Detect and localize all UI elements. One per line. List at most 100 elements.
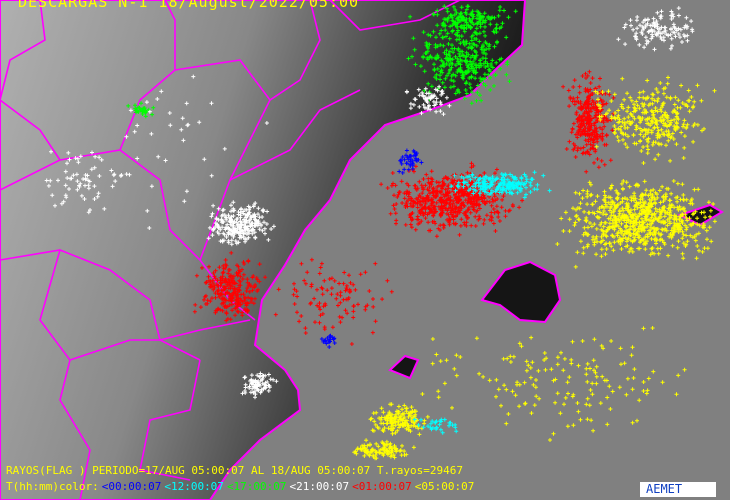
- strike-mark: [619, 221, 624, 226]
- strike-mark: [413, 97, 418, 102]
- strike-mark: [682, 134, 687, 139]
- mallorca: [480, 260, 562, 324]
- strike-mark: [575, 401, 580, 405]
- strike-mark: [484, 213, 489, 218]
- strike-mark: [477, 216, 482, 221]
- strike-mark: [463, 185, 468, 190]
- strike-mark: [599, 247, 604, 252]
- strike-mark: [555, 391, 560, 396]
- strike-mark: [455, 70, 460, 74]
- strike-mark: [508, 182, 513, 187]
- strike-mark: [432, 207, 437, 211]
- strike-mark: [642, 179, 647, 184]
- strike-mark: [246, 258, 251, 263]
- strike-mark: [462, 42, 467, 47]
- strike-mark: [584, 76, 588, 80]
- strike-mark: [587, 152, 592, 157]
- strike-mark: [574, 214, 578, 219]
- strike-mark: [496, 210, 501, 215]
- strike-mark: [464, 12, 469, 16]
- strike-mark: [400, 407, 404, 412]
- strike-mark: [471, 207, 476, 212]
- strike-mark: [611, 95, 616, 100]
- strike-mark: [682, 367, 687, 372]
- strike-mark: [492, 194, 497, 199]
- strike-mark: [419, 183, 424, 188]
- strike-mark: [675, 245, 680, 250]
- strike-mark: [502, 383, 507, 388]
- strike-mark: [421, 213, 426, 218]
- strike-mark: [429, 84, 434, 89]
- strike-mark: [429, 169, 434, 174]
- strike-mark: [568, 95, 573, 100]
- strike-mark: [438, 228, 442, 232]
- strike-mark: [445, 217, 449, 222]
- strike-mark: [576, 363, 581, 368]
- strike-mark: [454, 429, 459, 434]
- strike-mark: [499, 205, 504, 210]
- strike-mark: [697, 248, 701, 253]
- strike-mark: [486, 64, 490, 68]
- strike-mark: [479, 98, 484, 103]
- strike-mark: [628, 18, 633, 23]
- strike-mark: [393, 183, 398, 188]
- strike-mark: [419, 160, 424, 165]
- strike-mark: [563, 210, 568, 215]
- strike-mark: [469, 161, 474, 166]
- strike-mark: [604, 116, 609, 121]
- strike-mark: [532, 187, 537, 192]
- strike-mark: [474, 98, 479, 103]
- strike-mark: [481, 50, 486, 55]
- strike-mark: [438, 223, 443, 228]
- strike-mark: [591, 140, 596, 145]
- strike-mark: [495, 210, 500, 215]
- strike-mark: [518, 187, 523, 191]
- aemet-logo: AEMET: [640, 482, 716, 497]
- strike-mark: [465, 170, 470, 175]
- strike-mark: [629, 23, 633, 28]
- strike-mark: [641, 380, 646, 384]
- strike-mark: [462, 23, 467, 28]
- strike-mark: [458, 355, 463, 359]
- strike-mark: [490, 175, 495, 179]
- strike-mark: [577, 127, 582, 132]
- strike-mark: [495, 39, 500, 44]
- strike-mark: [351, 309, 356, 314]
- strike-mark: [448, 85, 453, 90]
- strike-mark: [571, 85, 576, 89]
- strike-mark: [455, 183, 460, 188]
- strike-mark: [532, 170, 537, 175]
- strike-mark: [474, 43, 479, 48]
- strike-mark: [338, 320, 343, 325]
- strike-mark: [478, 187, 483, 192]
- strike-mark: [483, 24, 487, 29]
- strike-mark: [659, 9, 664, 14]
- strike-mark: [428, 228, 433, 233]
- strike-mark: [601, 120, 606, 125]
- strike-mark: [392, 193, 396, 198]
- strike-mark: [423, 210, 428, 215]
- strike-mark: [669, 191, 674, 196]
- strike-mark: [240, 267, 244, 272]
- strike-mark: [590, 392, 595, 397]
- strike-mark: [409, 196, 414, 201]
- strike-mark: [376, 444, 381, 449]
- strike-mark: [292, 302, 297, 306]
- strike-mark: [436, 183, 441, 188]
- strike-mark: [578, 133, 583, 138]
- strike-mark: [672, 102, 677, 107]
- strike-mark: [447, 53, 452, 58]
- strike-mark: [424, 91, 429, 96]
- strike-mark: [474, 202, 479, 207]
- strike-mark: [458, 223, 463, 228]
- strike-mark: [634, 127, 639, 132]
- strike-mark: [482, 171, 487, 175]
- strike-mark: [468, 210, 473, 215]
- strike-mark: [596, 109, 601, 114]
- strike-mark: [483, 76, 487, 81]
- strike-mark: [612, 92, 617, 97]
- strike-mark: [478, 24, 483, 29]
- strike-mark: [473, 70, 478, 75]
- strike-mark: [241, 272, 246, 277]
- strike-mark: [620, 187, 625, 192]
